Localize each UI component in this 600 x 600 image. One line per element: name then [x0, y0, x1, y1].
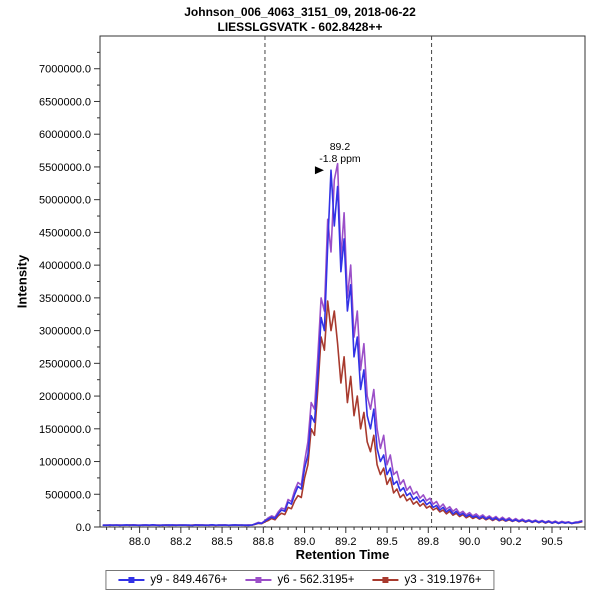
- svg-text:89.5: 89.5: [376, 536, 397, 548]
- svg-text:88.0: 88.0: [129, 536, 150, 548]
- svg-text:89.2: 89.2: [335, 536, 356, 548]
- peak-annotation-arrow: [314, 166, 324, 175]
- svg-text:90.5: 90.5: [541, 536, 562, 548]
- svg-text:500000.0: 500000.0: [45, 489, 91, 501]
- svg-text:89.8: 89.8: [418, 536, 439, 548]
- legend-item-y6: y6 - 562.3195+: [245, 574, 355, 586]
- chromatogram-trace-y3[interactable]: [102, 300, 583, 527]
- svg-text:90.0: 90.0: [459, 536, 480, 548]
- peak-annotation-rt: 89.2: [330, 141, 351, 153]
- svg-text:6500000.0: 6500000.0: [39, 96, 91, 108]
- legend-swatch-y3: [372, 575, 399, 585]
- svg-text:4500000.0: 4500000.0: [39, 227, 91, 239]
- svg-text:3500000.0: 3500000.0: [39, 293, 91, 305]
- chromatogram-trace-y9[interactable]: [102, 169, 583, 527]
- plot-border: [99, 35, 586, 528]
- legend-label-y6: y6 - 562.3195+: [277, 574, 355, 586]
- svg-text:2500000.0: 2500000.0: [39, 358, 91, 370]
- figure-title-file: Johnson_006_4063_3151_09, 2018-06-22: [184, 5, 416, 19]
- legend-item-y9: y9 - 849.4676+: [118, 574, 227, 586]
- svg-text:7000000.0: 7000000.0: [39, 64, 91, 76]
- svg-text:4000000.0: 4000000.0: [39, 260, 91, 272]
- svg-text:88.5: 88.5: [211, 536, 232, 548]
- legend-swatch-y6: [245, 575, 272, 585]
- x-axis-ticks: 88.0 88.2 88.5 88.8 89.0 89.2 89.5 89.8 90.0 90.2…: [106, 527, 586, 548]
- legend-label-y9: y9 - 849.4676+: [150, 574, 228, 586]
- chromatogram-trace-y6[interactable]: [102, 162, 583, 527]
- y-axis-ticks: 0.0 500000.0 1000000.0 1500000.0 2000000.0 25…: [39, 51, 100, 534]
- svg-text:1500000.0: 1500000.0: [39, 424, 91, 436]
- svg-text:6000000.0: 6000000.0: [39, 129, 91, 141]
- svg-text:89.0: 89.0: [294, 536, 315, 548]
- legend-swatch-y9: [118, 575, 145, 585]
- legend: y9 - 849.4676+ y6 - 562.3195+ y3 - 319.197…: [105, 570, 495, 590]
- legend-item-y3: y3 - 319.1976+: [372, 574, 482, 586]
- svg-text:88.2: 88.2: [170, 536, 191, 548]
- figure-title-peptide: LIESSLGSVATK - 602.8428++: [217, 20, 383, 34]
- svg-text:90.2: 90.2: [500, 536, 521, 548]
- legend-label-y3: y3 - 319.1976+: [404, 574, 482, 586]
- x-axis-title: Retention Time: [295, 547, 390, 562]
- peak-annotation-ppm: -1.8 ppm: [319, 153, 361, 165]
- svg-text:5000000.0: 5000000.0: [39, 195, 91, 207]
- svg-text:3000000.0: 3000000.0: [39, 326, 91, 338]
- svg-text:1000000.0: 1000000.0: [39, 457, 91, 469]
- svg-text:88.8: 88.8: [253, 536, 274, 548]
- svg-text:2000000.0: 2000000.0: [39, 391, 91, 403]
- svg-text:0.0: 0.0: [76, 522, 91, 534]
- svg-text:5500000.0: 5500000.0: [39, 162, 91, 174]
